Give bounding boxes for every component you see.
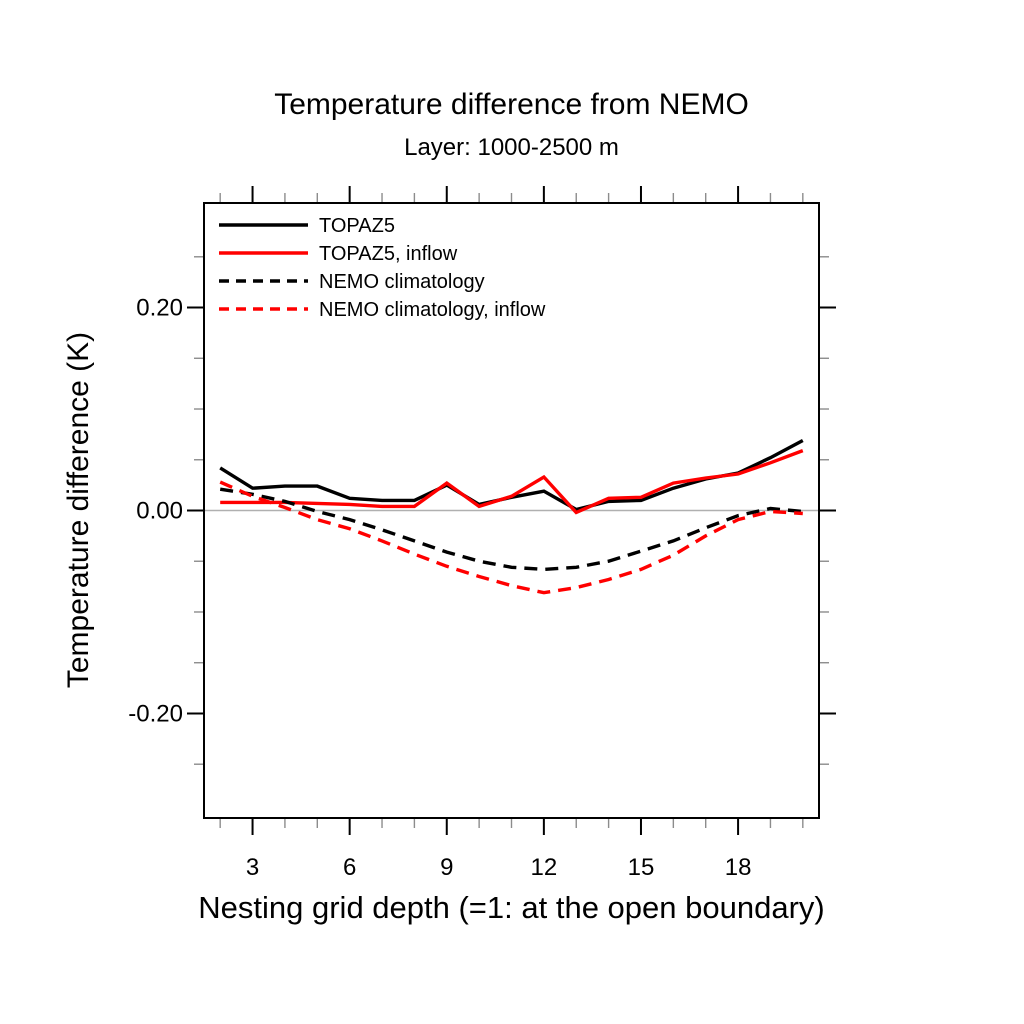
x-tick-label: 18 [725,854,752,881]
y-tick-label: -0.20 [128,700,183,727]
series-line-topaz5-inflow [220,449,804,515]
chart-subtitle: Layer: 1000-2500 m [404,134,619,161]
x-axis-title: Nesting grid depth (=1: at the open boun… [198,890,825,925]
legend-label-nemo-climatology: NEMO climatology [319,271,485,293]
legend: TOPAZ5 TOPAZ5, inflow NEMO climatology NEMO… [219,215,546,321]
series-lines [219,438,804,595]
legend-label-topaz5: TOPAZ5 [319,215,395,237]
series-line-nemo-climatology [219,487,803,572]
x-tick-label: 9 [440,854,453,881]
legend-label-nemo-climatology-inflow: NEMO climatology, inflow [319,299,546,321]
chart-title: Temperature difference from NEMO [274,88,749,121]
y-tick-label: 0.00 [136,498,183,525]
tick-labels: 3 6 9 12 15 18 0.20 0.00 -0.20 [128,295,751,881]
x-tick-label: 6 [343,854,356,881]
series-line-nemo-climatology-inflow [219,480,803,595]
plot-frame [203,202,820,819]
axis-ticks [187,186,836,835]
x-tick-label: 12 [531,854,558,881]
y-tick-label: 0.20 [136,295,183,322]
x-tick-label: 15 [628,854,655,881]
x-tick-label: 3 [246,854,259,881]
series-line-topaz5 [219,438,804,512]
legend-label-topaz5-inflow: TOPAZ5, inflow [319,243,458,265]
